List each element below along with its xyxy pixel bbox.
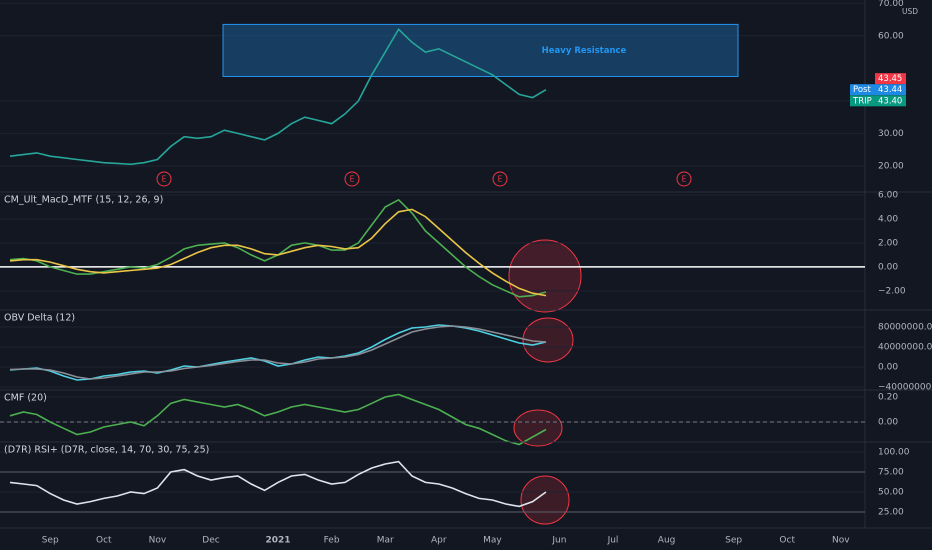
series-line [9,28,547,166]
y-tick-label: 2.00 [878,238,898,248]
earnings-marker [156,171,172,187]
highlight [520,475,570,525]
x-tick-label: Nov [149,536,167,546]
y-tick-label: 80000000.00 [878,323,932,333]
y-tick-label: 30.00 [878,129,904,139]
x-tick-label: Aug [658,536,676,546]
price-tag [850,84,906,96]
earnings-label: E [350,175,355,184]
x-tick-label: Dec [202,536,219,546]
x-tick-label: Jun [551,536,566,546]
price-tag-name: Post [853,85,871,95]
x-tick-label: May [483,536,502,546]
x-tick-label: Sep [42,536,59,546]
series-line [9,208,547,297]
x-tick-label: 2021 [265,536,290,546]
earnings-label: E [498,175,503,184]
y-tick-label: 70.00 [878,0,904,9]
y-tick-label: 0.20 [878,393,898,403]
resistance-zone [222,23,739,77]
price-tag-name: TRIP [852,96,872,106]
series-line [9,460,547,508]
currency: USD [902,7,918,16]
x-tick-label: Oct [96,536,112,546]
highlight [522,317,574,363]
x-tick-label: Feb [324,536,340,546]
zone-label: Heavy Resistance [542,46,627,56]
y-tick-label: −40000000.00 [878,383,932,393]
y-tick-label: 0.00 [878,363,898,373]
y-tick-label: 6.00 [878,190,898,200]
y-tick-label: 4.00 [878,214,898,224]
highlight [508,239,582,313]
earnings-label: E [162,175,167,184]
y-tick-label: 40000000.00 [878,343,932,353]
y-tick-label: 0.00 [878,262,898,272]
pane-title: OBV Delta (12) [4,313,75,324]
price-tag [850,95,906,107]
x-tick-label: Jul [607,536,619,546]
x-tick-label: Sep [725,536,742,546]
price-tag-label: 43.40 [878,96,902,106]
earnings-marker [676,171,692,187]
x-tick-label: Oct [779,536,795,546]
y-tick-label: 75.00 [878,468,904,478]
earnings-marker [344,171,360,187]
x-tick-label: Nov [832,536,850,546]
pane-title: (D7R) RSI+ (D7R, close, 14, 70, 30, 75, … [4,445,209,456]
y-tick-label: 60.00 [878,31,904,41]
y-tick-label: 20.00 [878,161,904,171]
price-tag [875,73,906,85]
pane-title: CM_Ult_MacD_MTF (15, 12, 26, 9) [4,195,163,206]
price-tag-label: 43.45 [878,74,902,84]
series-line [9,393,547,446]
price-tag-label: 43.44 [878,85,902,95]
x-tick-label: Mar [377,536,394,546]
y-tick-label: −2.00 [878,286,906,296]
y-tick-label: 0.00 [878,418,898,428]
series-line [9,325,547,380]
y-tick-label: 100.00 [878,448,910,458]
earnings-marker [492,171,508,187]
pane-title: CMF (20) [4,393,47,404]
y-tick-label: 50.00 [878,488,904,498]
highlight [513,409,563,447]
earnings-label: E [682,175,687,184]
y-tick-label: 25.00 [878,508,904,518]
x-tick-label: Apr [431,536,447,546]
